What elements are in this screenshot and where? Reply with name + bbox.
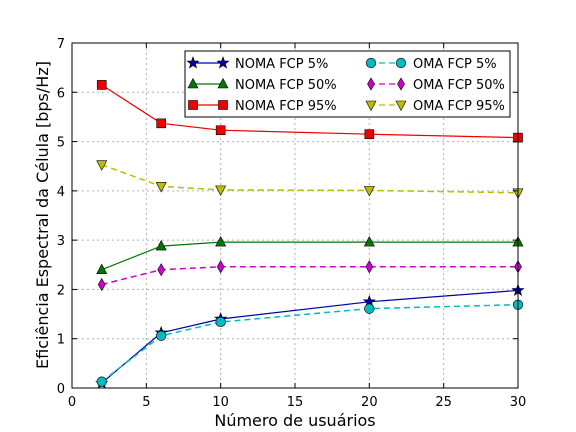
data-point bbox=[363, 186, 375, 197]
data-point bbox=[215, 185, 227, 197]
data-point bbox=[216, 260, 225, 274]
data-point bbox=[96, 160, 108, 171]
legend-label: NOMA FCP 50% bbox=[235, 78, 337, 93]
series-line bbox=[101, 163, 519, 194]
data-point bbox=[215, 316, 226, 328]
series-5 bbox=[96, 160, 524, 199]
x-tick-label: 15 bbox=[287, 395, 304, 410]
data-point bbox=[155, 239, 167, 251]
legend-label: NOMA FCP 95% bbox=[235, 99, 337, 114]
data-point bbox=[157, 263, 166, 277]
x-tick-label: 0 bbox=[68, 395, 76, 410]
y-tick-label: 7 bbox=[57, 37, 65, 52]
y-tick-label: 2 bbox=[57, 283, 65, 298]
data-point bbox=[364, 129, 375, 139]
data-point bbox=[365, 260, 374, 274]
series-line bbox=[101, 303, 519, 383]
y-tick-label: 5 bbox=[57, 136, 65, 151]
data-point bbox=[97, 277, 106, 292]
data-point bbox=[96, 376, 107, 387]
legend: NOMA FCP 5% NOMA FCP 50% NOMA FCP 95% OMA F… bbox=[184, 50, 511, 118]
x-axis-label: Número de usuários bbox=[214, 411, 375, 430]
series-layer bbox=[95, 80, 525, 389]
y-tick-label: 6 bbox=[57, 86, 65, 101]
legend-marker bbox=[365, 57, 377, 69]
data-point bbox=[156, 330, 167, 341]
x-tick-label: 20 bbox=[361, 395, 378, 410]
legend-label: OMA FCP 5% bbox=[413, 57, 497, 72]
y-tick-label: 4 bbox=[57, 185, 65, 200]
legend-marker bbox=[188, 100, 198, 110]
legend-marker bbox=[218, 100, 228, 110]
y-tick-label: 1 bbox=[57, 333, 65, 348]
legend-marker bbox=[395, 57, 407, 69]
data-point bbox=[364, 303, 375, 314]
legend-marker bbox=[186, 56, 200, 69]
legend-marker bbox=[365, 100, 377, 112]
legend-label: OMA FCP 95% bbox=[413, 99, 505, 114]
legend-marker bbox=[216, 56, 230, 69]
legend-marker bbox=[397, 77, 405, 91]
x-tick-label: 10 bbox=[212, 395, 229, 410]
data-point bbox=[215, 235, 227, 247]
data-point bbox=[215, 125, 226, 136]
legend-marker bbox=[187, 77, 199, 89]
legend-marker bbox=[395, 100, 407, 112]
x-tick-label: 25 bbox=[435, 395, 452, 410]
series-3 bbox=[96, 299, 524, 387]
legend-box bbox=[184, 50, 511, 118]
data-point bbox=[96, 263, 108, 275]
legend-label: OMA FCP 50% bbox=[413, 78, 505, 93]
series-4 bbox=[97, 260, 522, 292]
y-axis-label: Eficiência Espectral da Célula [bps/Hz] bbox=[33, 61, 52, 369]
legend-marker bbox=[217, 77, 229, 89]
data-point bbox=[363, 235, 375, 247]
data-point bbox=[155, 182, 167, 193]
ticks: 0 5 10 15 20 25 30 0 1 2 3 4 5 6 7 bbox=[57, 37, 527, 410]
y-tick-label: 0 bbox=[57, 382, 65, 397]
y-tick-label: 3 bbox=[57, 234, 65, 249]
x-tick-label: 5 bbox=[142, 395, 150, 410]
data-point bbox=[156, 118, 166, 129]
series-1 bbox=[96, 235, 524, 275]
legend-marker bbox=[367, 77, 375, 91]
data-point bbox=[96, 80, 107, 90]
x-tick-label: 30 bbox=[510, 395, 527, 410]
legend-label: NOMA FCP 5% bbox=[235, 57, 328, 72]
